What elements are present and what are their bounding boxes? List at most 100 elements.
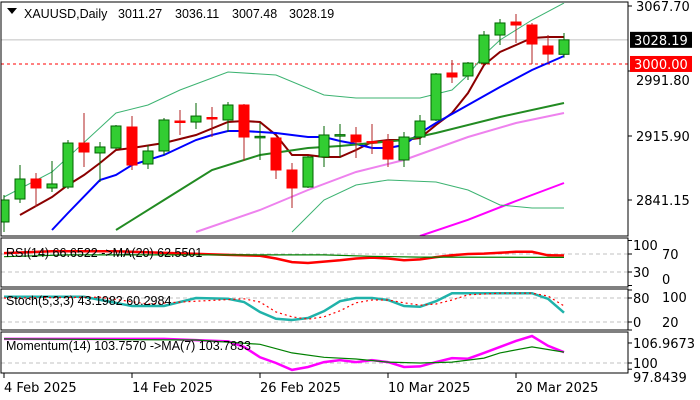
candle[interactable] (334, 124, 346, 157)
candle[interactable] (78, 112, 90, 168)
candle[interactable] (302, 156, 314, 188)
bullish-candle-body (1, 199, 10, 223)
candle[interactable] (0, 195, 10, 232)
candle[interactable] (414, 115, 426, 145)
rsi-axis-label: 100 (633, 239, 658, 254)
bearish-candle-body (238, 104, 250, 138)
bullish-candle-body (318, 134, 330, 158)
candle[interactable] (462, 62, 474, 80)
level-price-tag: 3000.00 (630, 55, 692, 73)
bullish-candle-body (462, 62, 474, 77)
candle[interactable] (350, 127, 362, 159)
bearish-candle-body (286, 169, 298, 189)
date-axis-label: 14 Feb 2025 (132, 381, 213, 396)
price-axis-label: 2915.90 (636, 130, 690, 145)
bullish-candle-body (398, 136, 410, 161)
candle[interactable] (382, 134, 394, 168)
bullish-candle-body (558, 39, 570, 55)
candle[interactable] (366, 124, 378, 154)
candle[interactable] (46, 161, 58, 193)
stoch-panel-frame (0, 288, 629, 331)
ma-violet-line (195, 112, 565, 233)
momentum-axis-label: 97.8439 (633, 371, 687, 386)
candle[interactable] (142, 144, 154, 170)
stoch-axis-label: 80 (633, 292, 650, 307)
momentum-label: Momentum(14) 103.7570 ->MA(7) 103.7833 (6, 339, 251, 353)
bearish-candle-body (542, 45, 554, 55)
date-axis-label: 20 Mar 2025 (516, 381, 598, 396)
rsi-series-1-line (3, 254, 565, 258)
candle[interactable] (430, 72, 442, 122)
rsi-axis-label: 30 (633, 266, 650, 281)
candle[interactable] (542, 35, 554, 64)
dropdown-triangle-icon[interactable] (7, 8, 17, 14)
candle[interactable] (254, 122, 266, 160)
stoch-axis-label: 0 (633, 316, 641, 331)
candle[interactable] (62, 140, 74, 190)
ohlc-close: 3028.19 (289, 7, 334, 21)
bullish-candle-body (430, 73, 442, 121)
candle[interactable] (174, 109, 186, 135)
candle[interactable] (510, 13, 522, 43)
bullish-candle-body (62, 142, 74, 188)
date-axis-label: 4 Feb 2025 (4, 381, 77, 396)
ohlc-low: 3007.48 (232, 7, 277, 21)
price-axis-label: 2991.80 (636, 74, 690, 89)
bearish-candle-body (270, 137, 282, 171)
ohlc-high: 3036.11 (175, 7, 219, 21)
bullish-candle-body (158, 119, 170, 152)
candle[interactable] (126, 116, 138, 170)
candle[interactable] (238, 103, 250, 162)
candle[interactable] (158, 118, 170, 156)
stoch-axis-label: 20 (662, 316, 679, 331)
price-axis-label: 2841.15 (636, 194, 690, 209)
bb-upper-line (3, 3, 565, 198)
bearish-candle-body (366, 141, 378, 144)
bullish-candle-body (494, 22, 506, 36)
bullish-candle-body (190, 115, 202, 123)
bearish-candle-body (30, 178, 42, 189)
bullish-candle-body (142, 150, 154, 165)
bearish-candle-body (350, 134, 362, 143)
bullish-candle-body (334, 134, 346, 137)
candle[interactable] (30, 172, 42, 207)
candle[interactable] (494, 19, 506, 45)
bullish-candle-body (110, 125, 122, 149)
ma-magenta-line (419, 182, 565, 236)
candle[interactable] (286, 162, 298, 209)
bearish-candle-body (174, 120, 186, 124)
candle[interactable] (94, 141, 106, 182)
bearish-candle-body (382, 140, 394, 160)
candle[interactable] (526, 22, 538, 64)
stoch-axis-label: 100 (662, 291, 687, 306)
bullish-candle-body (14, 178, 26, 200)
candle[interactable] (190, 103, 202, 129)
rsi-panel-frame (0, 237, 629, 288)
candle[interactable] (110, 125, 122, 150)
candle[interactable] (318, 125, 330, 168)
candle[interactable] (270, 137, 282, 179)
candle[interactable] (398, 131, 410, 168)
main-panel-frame (0, 1, 629, 237)
date-axis-label: 10 Mar 2025 (388, 381, 470, 396)
bearish-candle-body (510, 21, 522, 26)
bearish-candle-body (126, 126, 138, 166)
svg-text:3028.19: 3028.19 (634, 34, 688, 49)
candle[interactable] (14, 165, 26, 203)
chart-header: XAUUSD,Daily 3011.27 3036.11 3007.48 302… (7, 7, 334, 21)
candle[interactable] (558, 33, 570, 58)
current-price-tag: 3028.19 (630, 31, 692, 49)
candle[interactable] (478, 31, 490, 64)
stoch-label: Stoch(5,3,3) 43.1982 60.2984 (6, 294, 171, 308)
candle[interactable] (222, 102, 234, 132)
ohlc-open: 3011.27 (118, 7, 162, 21)
bullish-candle-body (46, 183, 58, 189)
rsi-axis-label: 70 (662, 248, 679, 263)
candle[interactable] (206, 106, 218, 138)
bearish-candle-body (78, 142, 90, 153)
symbol-label: XAUUSD,Daily (24, 7, 108, 21)
candle[interactable] (446, 60, 458, 83)
price-axis-label: 3067.70 (636, 0, 690, 15)
